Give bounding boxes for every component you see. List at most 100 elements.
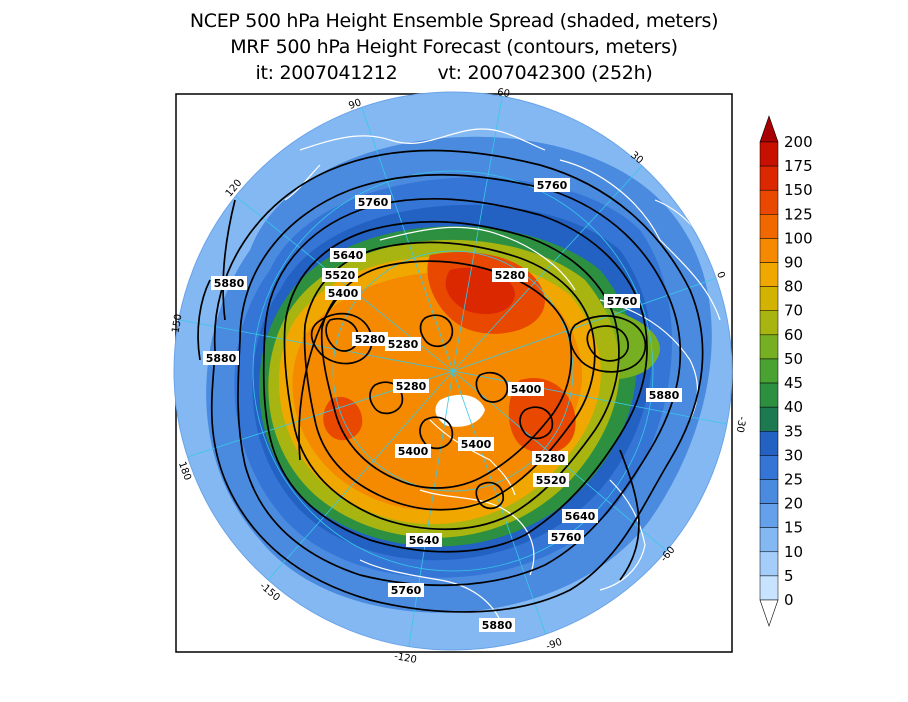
svg-text:5640: 5640 [333,249,364,262]
contour-label: 5880 [646,388,682,402]
contour-label: 5400 [458,437,494,451]
lon-label: 0 [714,270,727,280]
colorbar-swatch [759,575,779,601]
svg-text:5880: 5880 [482,619,513,632]
svg-text:5760: 5760 [391,584,422,597]
svg-text:5880: 5880 [649,389,680,402]
colorbar-swatch [759,551,779,577]
colorbar-tick-label: 5 [784,567,794,585]
colorbar-min-arrow [759,599,779,627]
colorbar-tick-label: 90 [784,254,803,272]
svg-text:5640: 5640 [409,534,440,547]
colorbar-tick-label: 20 [784,495,803,513]
contour-label: 5880 [479,618,515,632]
colorbar-tick-label: 125 [784,205,813,223]
colorbar-swatch [759,479,779,504]
svg-text:5880: 5880 [206,352,237,365]
colorbar-tick-label: 175 [784,157,813,175]
contour-label: 5760 [388,583,424,597]
contour-labels: 5760 5760 5760 5760 5760 5640 5520 5400 … [203,178,682,632]
contour-label: 5280 [492,268,528,282]
contour-label: 5880 [211,276,247,290]
svg-text:5880: 5880 [214,277,245,290]
svg-text:5280: 5280 [495,269,526,282]
svg-text:5280: 5280 [535,452,566,465]
svg-text:5760: 5760 [607,295,638,308]
svg-text:5400: 5400 [328,287,359,300]
colorbar-tick-label: 30 [784,446,803,464]
colorbar-max-arrow [759,115,779,143]
contour-label: 5760 [355,195,391,209]
contour-label: 5760 [604,294,640,308]
colorbar-tick-label: 25 [784,470,803,488]
lon-label: 60 [496,87,510,100]
svg-text:5400: 5400 [461,438,492,451]
contour-label: 5880 [203,351,239,365]
lon-label: -90 [545,637,564,653]
colorbar-swatch [759,286,779,311]
contour-label: 5640 [330,248,366,262]
colorbar: 2001751501251009080706050454035302520151… [759,115,813,627]
colorbar-tick-label: 45 [784,374,803,392]
svg-text:5520: 5520 [325,269,356,282]
svg-text:5400: 5400 [398,445,429,458]
colorbar-swatch [759,214,779,239]
colorbar-tick-label: 200 [784,133,813,151]
colorbar-swatch [759,165,779,191]
svg-text:5280: 5280 [388,338,419,351]
colorbar-swatch [759,238,779,263]
contour-label: 5400 [508,382,544,396]
colorbar-tick-label: 80 [784,278,803,296]
chart-title-block: NCEP 500 hPa Height Ensemble Spread (sha… [0,8,908,86]
colorbar-swatch [759,358,779,384]
colorbar-swatch [759,503,779,528]
colorbar-swatch [759,382,779,408]
contour-label: 5520 [322,268,358,282]
colorbar-tick-label: 35 [784,422,803,440]
contour-label: 5280 [393,379,429,393]
colorbar-tick-label: 60 [784,326,803,344]
contour-label: 5400 [325,286,361,300]
svg-text:5760: 5760 [551,531,582,544]
colorbar-tick-label: 0 [784,591,794,609]
contour-label: 5280 [352,332,388,346]
colorbar-tick-label: 70 [784,302,803,320]
svg-text:5280: 5280 [396,380,427,393]
colorbar-tick-label: 50 [784,350,803,368]
contour-label: 5280 [385,337,421,351]
colorbar-tick-label: 15 [784,519,803,537]
colorbar-swatch [759,527,779,553]
contour-label: 5400 [395,444,431,458]
svg-text:5280: 5280 [355,333,386,346]
contour-label: 5640 [562,509,598,523]
colorbar-swatch [759,310,779,336]
colorbar-tick-label: 150 [784,181,813,199]
svg-text:5760: 5760 [537,179,568,192]
colorbar-tick-label: 100 [784,229,813,247]
svg-text:5640: 5640 [565,510,596,523]
lon-label: 150 [170,313,184,334]
lon-label: -120 [393,651,417,666]
colorbar-swatch [759,406,779,432]
colorbar-swatch [759,455,779,480]
contour-label: 5760 [534,178,570,192]
colorbar-swatch [759,431,779,456]
colorbar-swatch [759,189,779,215]
height-contours [197,149,704,613]
svg-text:5520: 5520 [536,474,567,487]
contour-label: 5520 [533,473,569,487]
map-disc-edge [173,91,733,651]
colorbar-swatch [759,141,779,167]
title-line-3: it: 2007041212 vt: 2007042300 (252h) [255,62,653,84]
lon-label: -30 [734,415,748,433]
svg-text:5760: 5760 [358,196,389,209]
contour-label: 5280 [532,451,568,465]
colorbar-tick-label: 40 [784,398,803,416]
svg-text:5400: 5400 [511,383,542,396]
contour-label: 5760 [548,530,584,544]
title-line-2: MRF 500 hPa Height Forecast (contours, m… [230,36,678,58]
title-line-1: NCEP 500 hPa Height Ensemble Spread (sha… [189,10,719,32]
colorbar-swatch [759,262,779,287]
colorbar-tick-label: 10 [784,543,803,561]
